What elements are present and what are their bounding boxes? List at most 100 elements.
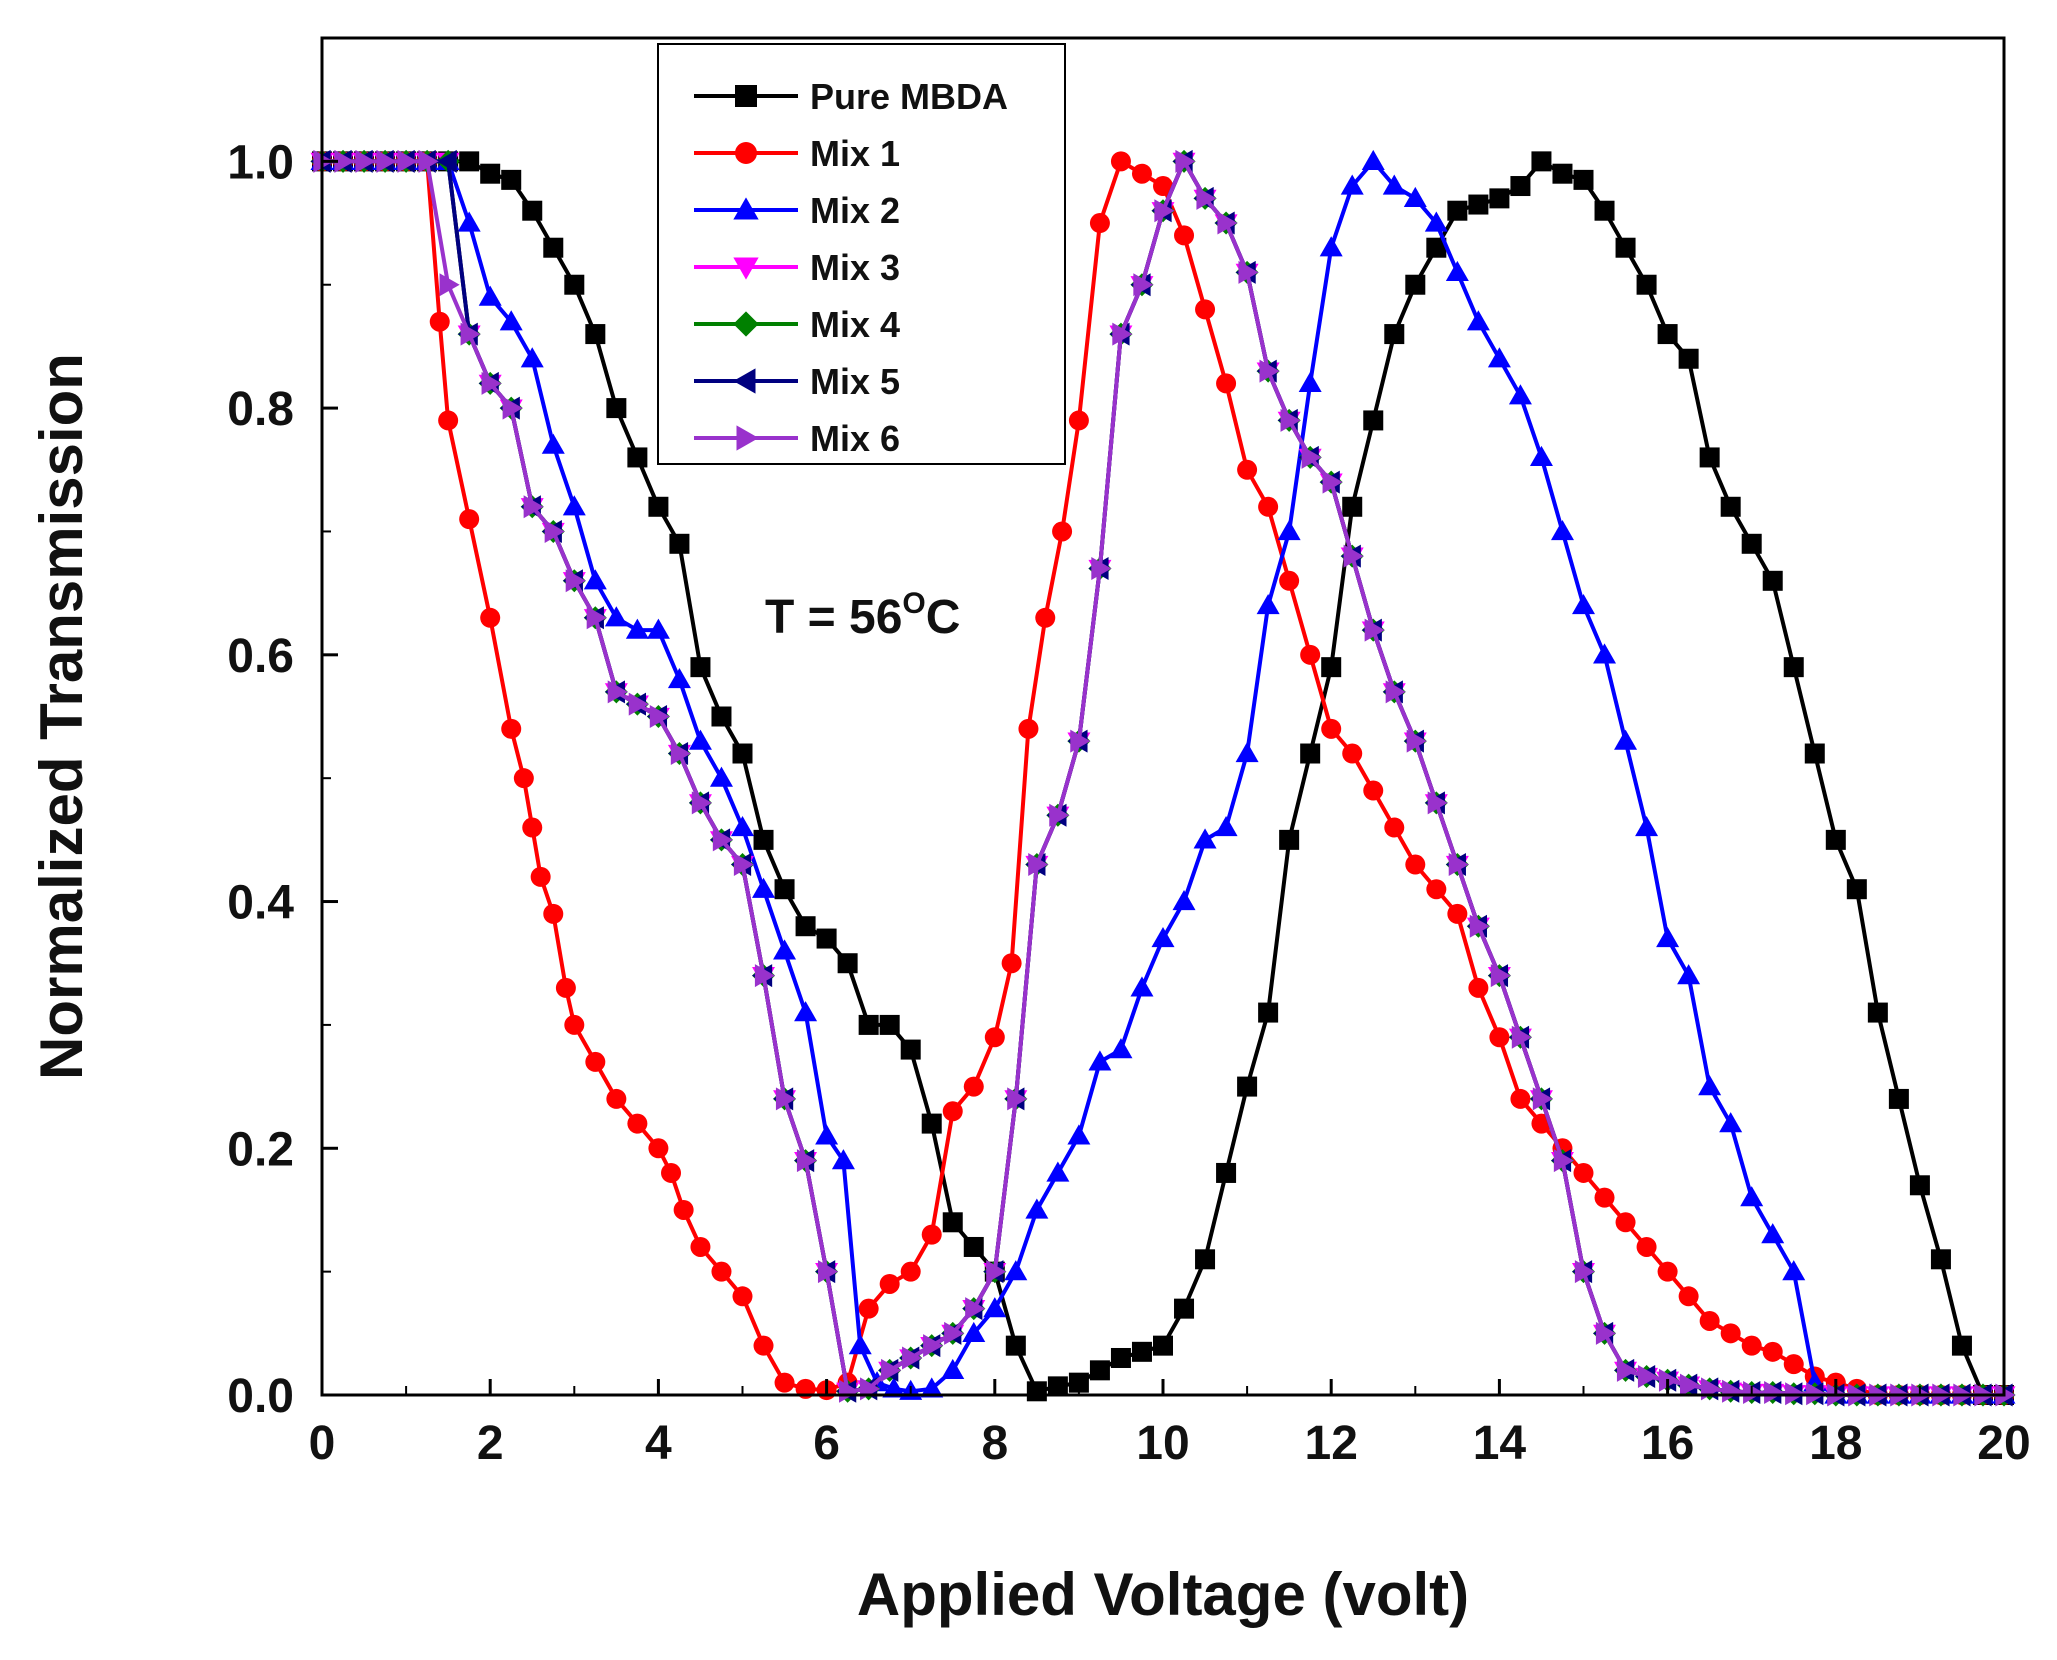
data-point-mix-6 [1238, 260, 1259, 284]
data-point-mix-2 [962, 1321, 986, 1342]
data-point-pure-mbda [1552, 163, 1573, 184]
legend-marker-mix-6 [736, 425, 759, 451]
data-point-mix-6 [1259, 359, 1280, 383]
data-point-mix-6 [839, 1379, 860, 1403]
data-point-mix-6 [1427, 791, 1448, 815]
data-point-mix-2 [1004, 1260, 1028, 1281]
legend: Pure MBDA Mix 1 Mix 2 Mix 3 Mix 4 Mix 5 Mix 6 [657, 43, 1066, 465]
data-point-mix-1 [1300, 644, 1321, 665]
data-point-mix-1 [1110, 151, 1131, 172]
data-point-mix-1 [1052, 521, 1073, 542]
data-point-mix-2 [1361, 149, 1385, 170]
data-point-mix-1 [1174, 225, 1195, 246]
data-point-mix-2 [1214, 816, 1238, 837]
y-tick-label: 0.2 [227, 1123, 294, 1176]
series-layer [310, 149, 2016, 1407]
data-point-mix-6 [586, 606, 607, 630]
data-point-pure-mbda [900, 1039, 921, 1060]
data-point-mix-2 [1235, 742, 1259, 763]
x-tick-label: 2 [477, 1417, 504, 1470]
legend-label-mix-2: Mix 2 [810, 190, 900, 231]
data-point-pure-mbda [1068, 1372, 1089, 1393]
data-point-mix-2 [1109, 1038, 1133, 1059]
data-point-mix-1 [1195, 299, 1216, 320]
data-point-mix-6 [881, 1358, 902, 1382]
data-point-mix-2 [1445, 260, 1469, 282]
data-point-mix-2 [1572, 593, 1595, 615]
x-tick-label: 16 [1641, 1417, 1694, 1470]
data-point-mix-6 [1574, 1260, 1595, 1284]
data-point-mix-1 [1720, 1323, 1741, 1344]
data-point-pure-mbda [1363, 410, 1384, 431]
data-point-pure-mbda [753, 829, 774, 850]
data-point-mix-6 [1301, 445, 1322, 469]
data-point-pure-mbda [1510, 176, 1531, 197]
data-point-mix-2 [646, 618, 670, 639]
data-point-mix-6 [481, 371, 502, 395]
data-point-pure-mbda [1405, 274, 1426, 295]
data-point-mix-6 [376, 149, 397, 173]
y-tick-label: 0.4 [227, 877, 294, 930]
data-point-mix-2 [920, 1377, 944, 1398]
data-point-mix-1 [1258, 496, 1279, 517]
data-point-mix-1 [753, 1335, 774, 1356]
data-point-mix-1 [1657, 1261, 1678, 1282]
data-point-mix-1 [543, 903, 564, 924]
data-point-mix-6 [1637, 1364, 1659, 1388]
data-point-mix-1 [585, 1051, 606, 1072]
data-point-pure-mbda [480, 163, 501, 184]
data-point-pure-mbda [1174, 1298, 1195, 1319]
data-point-mix-6 [418, 149, 439, 173]
data-point-mix-1 [1510, 1088, 1531, 1109]
data-point-mix-2 [1761, 1223, 1785, 1244]
data-point-mix-1 [1615, 1212, 1636, 1233]
data-point-mix-2 [1782, 1260, 1806, 1281]
data-point-mix-1 [1321, 718, 1342, 739]
data-point-mix-2 [688, 729, 712, 750]
data-point-mix-1 [1384, 817, 1405, 838]
data-point-mix-2 [667, 667, 691, 689]
data-point-mix-1 [1035, 607, 1056, 628]
data-point-mix-2 [1508, 384, 1532, 405]
data-point-mix-1 [673, 1199, 694, 1220]
data-point-pure-mbda [1321, 657, 1342, 678]
y-tick-label: 0.8 [227, 383, 294, 436]
data-point-mix-1 [1594, 1187, 1615, 1208]
data-point-pure-mbda [1720, 496, 1741, 517]
data-point-pure-mbda [858, 1014, 879, 1035]
legend-marker-mix-1 [735, 142, 757, 164]
data-point-pure-mbda [1300, 743, 1321, 764]
data-point-mix-2 [1130, 976, 1154, 997]
data-point-pure-mbda [543, 237, 564, 258]
data-point-mix-1 [1489, 1027, 1510, 1048]
data-point-mix-6 [1112, 322, 1133, 346]
data-point-mix-1 [1153, 176, 1173, 197]
data-point-pure-mbda [1951, 1335, 1972, 1356]
data-point-mix-1 [530, 866, 551, 887]
data-point-pure-mbda [1153, 1335, 1173, 1356]
data-point-mix-2 [773, 939, 797, 960]
y-tick-label: 0.0 [227, 1370, 294, 1423]
data-point-mix-1 [1762, 1341, 1783, 1362]
data-point-mix-6 [775, 1087, 797, 1111]
data-point-pure-mbda [1089, 1360, 1110, 1381]
data-point-pure-mbda [669, 533, 690, 554]
data-point-mix-6 [460, 322, 481, 346]
data-point-mix-1 [1216, 373, 1237, 394]
data-point-mix-2 [1193, 828, 1217, 849]
data-point-pure-mbda [921, 1113, 942, 1134]
data-point-pure-mbda [648, 496, 669, 517]
data-point-mix-1 [501, 718, 522, 739]
data-point-mix-6 [817, 1260, 839, 1284]
data-point-mix-1 [606, 1088, 627, 1109]
data-point-mix-1 [555, 977, 576, 998]
data-point-mix-1 [711, 1261, 732, 1282]
data-point-mix-2 [983, 1297, 1007, 1318]
data-point-mix-2 [478, 285, 502, 306]
data-point-mix-1 [564, 1014, 585, 1035]
x-axis-title: Applied Voltage (volt) [857, 1561, 1469, 1628]
legend-label-mix-1: Mix 1 [810, 133, 900, 174]
data-point-mix-6 [1175, 149, 1196, 173]
data-point-mix-2 [815, 1124, 839, 1145]
y-axis-title: Normalized Transmission [28, 353, 95, 1080]
